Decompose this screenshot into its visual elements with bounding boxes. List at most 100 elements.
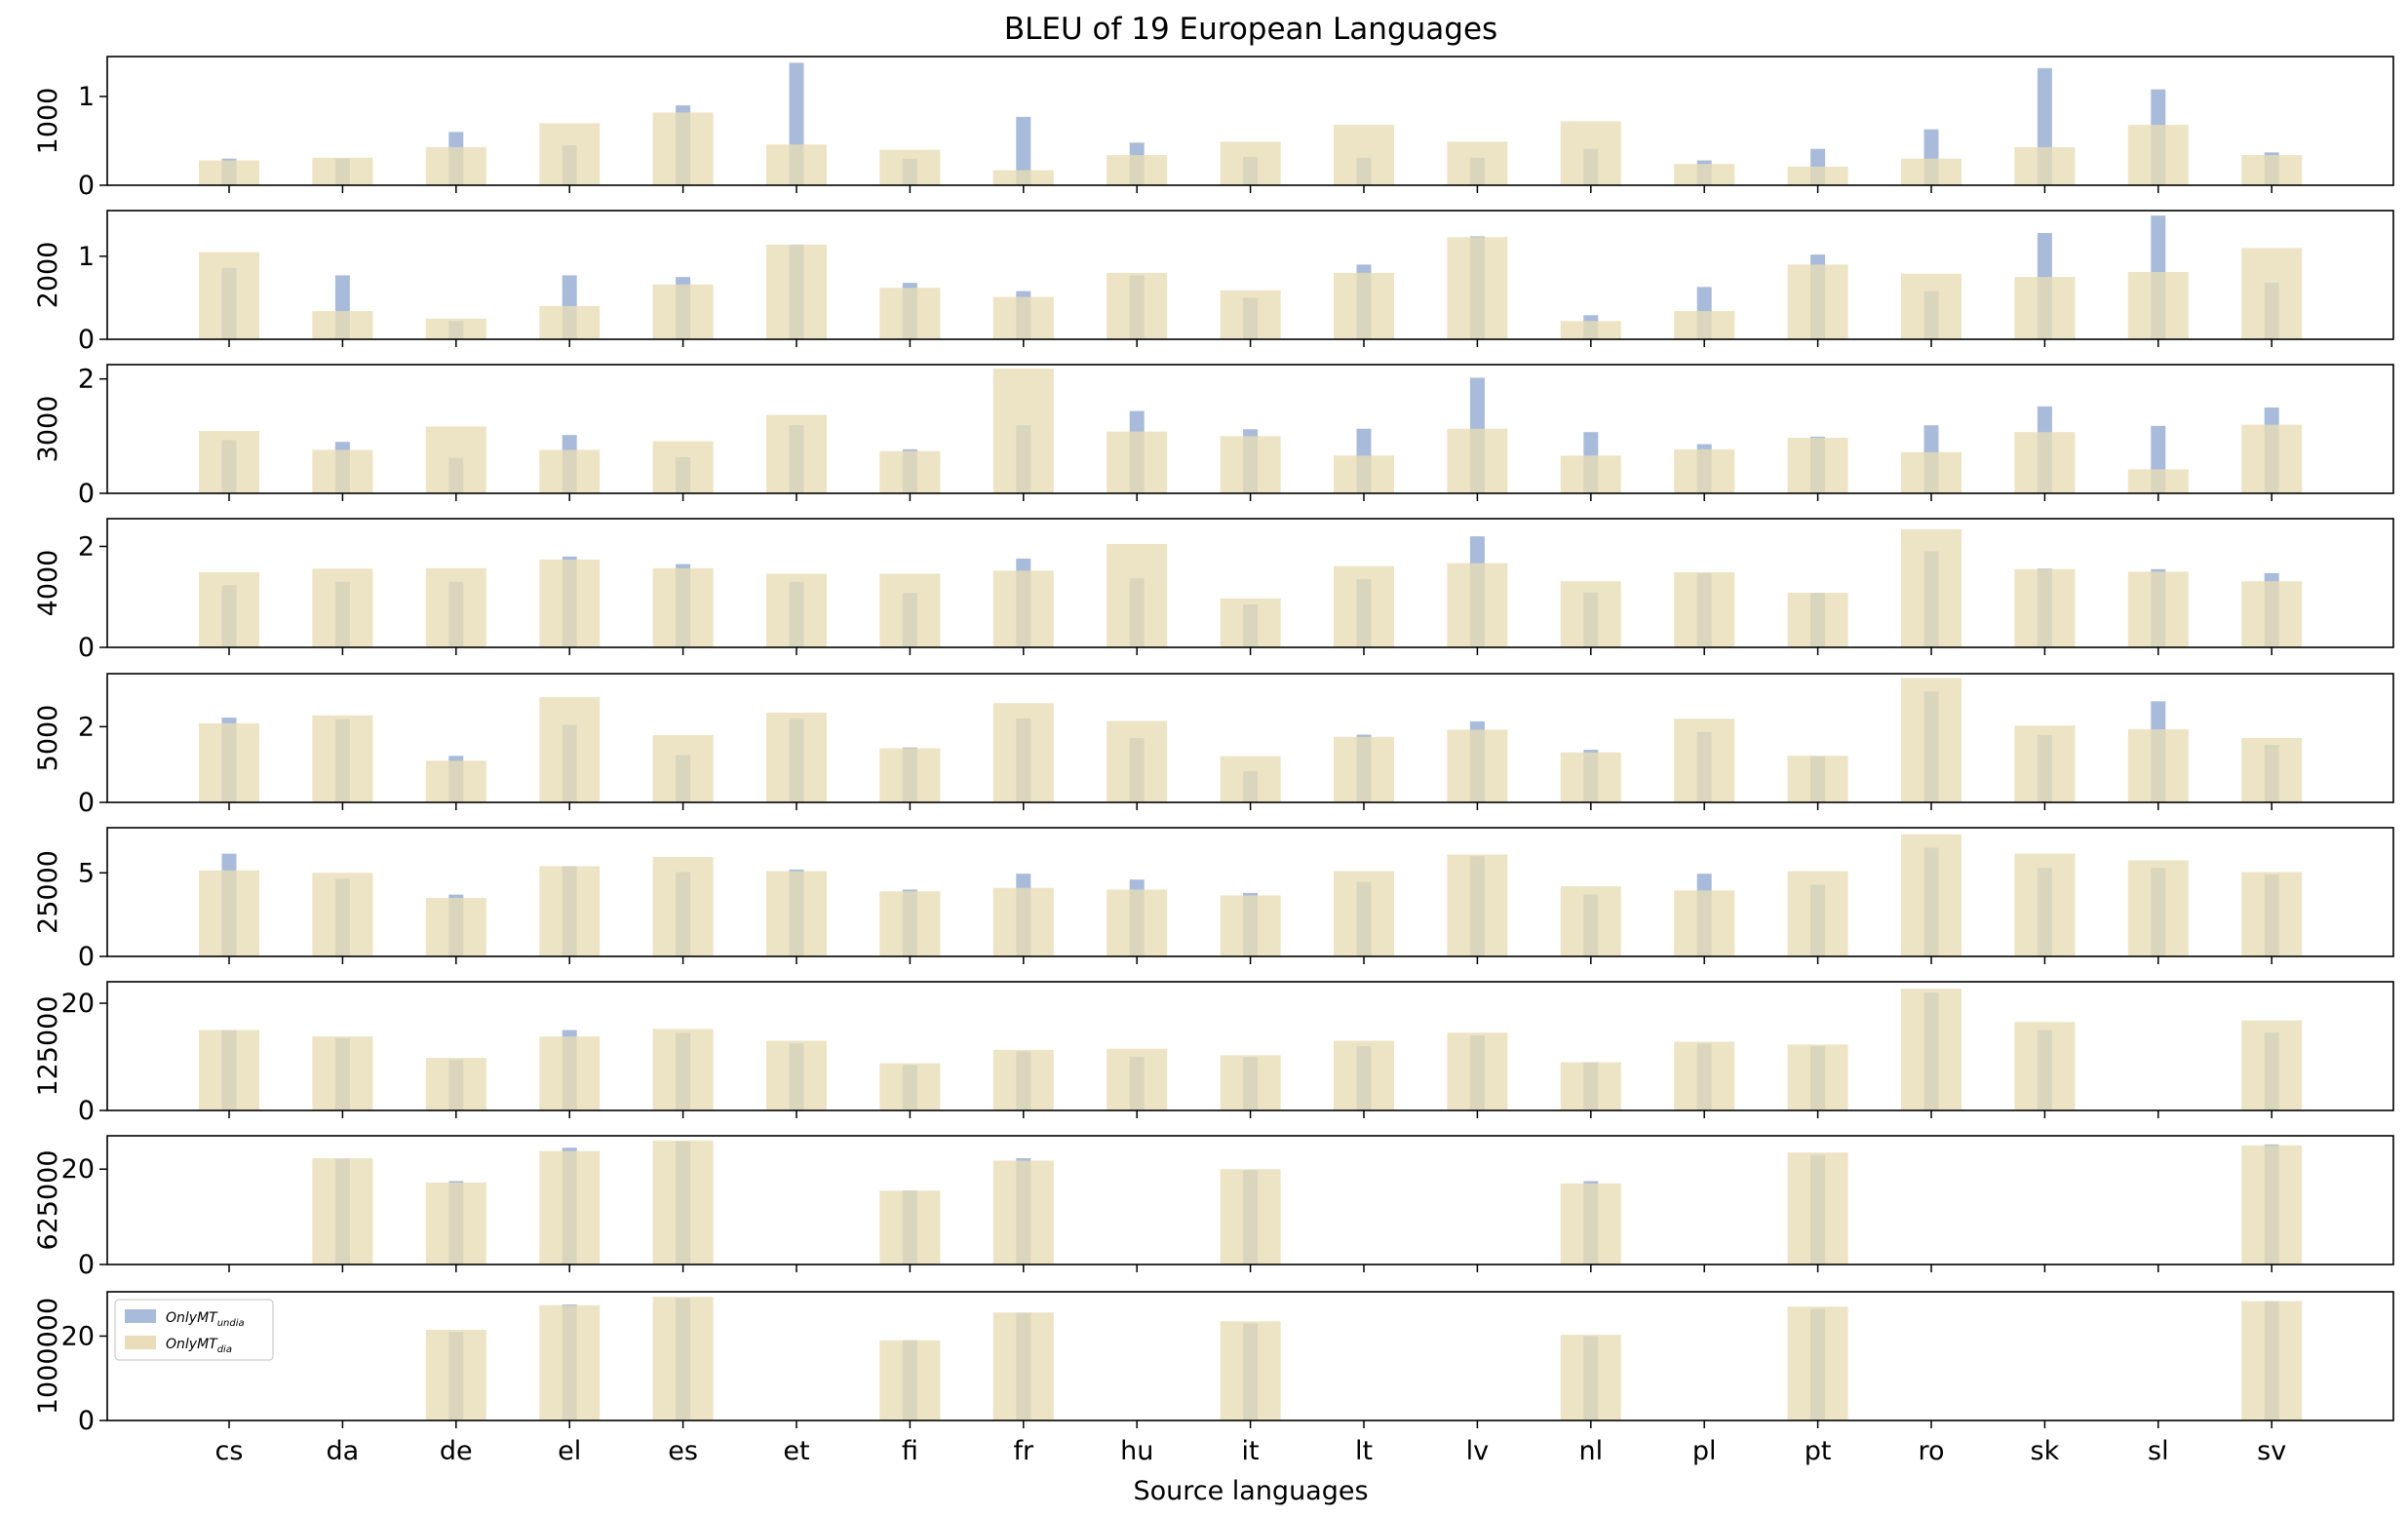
bar-dia-pt <box>1787 1044 1848 1110</box>
bar-dia-sv <box>2241 248 2303 339</box>
bar-dia-sl <box>2127 729 2189 802</box>
y-tick-label: 20 <box>61 1154 95 1185</box>
x-tick-label-lt: lt <box>1355 1436 1373 1466</box>
bar-dia-es <box>652 1029 714 1110</box>
bar-dia-pt <box>1787 1152 1848 1264</box>
bar-dia-ro <box>1901 528 1961 647</box>
bar-dia-sv <box>2241 872 2303 956</box>
bar-dia-pt <box>1787 756 1848 802</box>
bar-dia-nl <box>1560 886 1621 956</box>
bar-dia-de <box>425 1329 486 1420</box>
bar-dia-de <box>425 1058 486 1110</box>
bar-dia-es <box>652 112 714 185</box>
bar-dia-lv <box>1447 141 1508 185</box>
y-tick-label: 1 <box>78 242 95 272</box>
bar-dia-lt <box>1334 125 1394 185</box>
bar-dia-cs <box>199 571 259 647</box>
legend-label-base: OnlyMT <box>166 1310 218 1326</box>
bar-dia-sk <box>2014 853 2076 956</box>
x-tick-label-el: el <box>558 1436 581 1466</box>
bar-dia-sl <box>2127 860 2189 956</box>
y-tick-label: 0 <box>78 1250 95 1280</box>
bar-dia-fr <box>992 1312 1054 1420</box>
x-tick-label-nl: nl <box>1578 1436 1603 1466</box>
x-tick-label-it: it <box>1242 1436 1260 1466</box>
bar-dia-nl <box>1560 455 1621 493</box>
x-tick-label-sv: sv <box>2257 1436 2286 1466</box>
bar-dia-sv <box>2241 581 2303 647</box>
bar-dia-hu <box>1107 889 1168 956</box>
bar-dia-es <box>652 734 714 802</box>
bar-dia-pl <box>1674 164 1735 185</box>
bar-dia-el <box>539 449 601 493</box>
bar-dia-nl <box>1560 1335 1621 1420</box>
bar-dia-fr <box>992 570 1054 647</box>
bar-dia-it <box>1220 598 1281 647</box>
x-tick-label-cs: cs <box>215 1436 244 1466</box>
bar-dia-lv <box>1447 1032 1508 1110</box>
bar-dia-lv <box>1447 729 1508 802</box>
legend-label-subscript: undia <box>217 1318 245 1329</box>
bar-dia-nl <box>1560 121 1621 185</box>
bar-dia-pt <box>1787 1306 1848 1420</box>
bar-dia-lt <box>1334 1040 1394 1110</box>
bar-dia-et <box>766 1040 827 1110</box>
y-axis-label: 2000 <box>33 242 63 309</box>
bar-dia-lv <box>1447 237 1508 339</box>
bar-dia-de <box>425 1182 486 1264</box>
bar-dia-it <box>1220 756 1281 802</box>
bar-dia-lv <box>1447 563 1508 647</box>
bar-dia-el <box>539 1036 601 1110</box>
bar-dia-hu <box>1107 543 1168 647</box>
bar-dia-da <box>312 715 373 802</box>
bar-dia-et <box>766 414 827 493</box>
bar-dia-et <box>766 712 827 802</box>
bar-dia-nl <box>1560 321 1621 339</box>
bar-dia-es <box>652 857 714 956</box>
y-tick-label: 0 <box>78 1406 95 1436</box>
x-tick-label-et: et <box>783 1436 809 1466</box>
bar-dia-el <box>539 1304 601 1420</box>
bar-dia-hu <box>1107 272 1168 339</box>
bar-dia-lt <box>1334 455 1394 493</box>
chart-title: BLEU of 19 European Languages <box>1004 12 1497 47</box>
bar-dia-da <box>312 568 373 647</box>
bar-dia-lv <box>1447 854 1508 956</box>
y-tick-label: 20 <box>61 1321 95 1351</box>
y-tick-label: 2 <box>78 712 95 742</box>
bar-dia-pl <box>1674 1041 1735 1110</box>
bar-dia-es <box>652 284 714 339</box>
bar-dia-it <box>1220 895 1281 956</box>
legend-swatch <box>125 1336 156 1349</box>
bar-dia-pl <box>1674 890 1735 956</box>
bar-dia-de <box>425 426 486 493</box>
bar-dia-lt <box>1334 565 1394 647</box>
bar-dia-cs <box>199 1030 259 1110</box>
bar-dia-it <box>1220 1321 1281 1420</box>
bar-dia-fi <box>879 1190 941 1264</box>
bar-dia-fr <box>992 887 1054 956</box>
legend-label-base: OnlyMT <box>166 1337 218 1352</box>
bar-dia-da <box>312 1157 373 1264</box>
bar-dia-de <box>425 898 486 956</box>
y-axis-label: 625000 <box>33 1149 63 1250</box>
x-tick-label-pt: pt <box>1805 1436 1832 1466</box>
panel-5: 0 2 5000 <box>33 673 2394 818</box>
y-tick-label: 0 <box>78 788 95 818</box>
bar-dia-fi <box>879 1340 941 1420</box>
bar-dia-sk <box>2014 568 2076 647</box>
legend-label: OnlyMTundia <box>166 1310 245 1329</box>
bar-dia-da <box>312 311 373 339</box>
panel-4: 0 2 4000 <box>33 518 2394 663</box>
panels-group: 0110000120000230000240000250000525000020… <box>33 56 2394 1436</box>
bar-dia-da <box>312 1036 373 1110</box>
bar-dia-ro <box>1901 451 1961 493</box>
bar-dia-fr <box>992 1049 1054 1110</box>
bar-dia-de <box>425 567 486 647</box>
x-tick-label-lv: lv <box>1466 1436 1490 1466</box>
bar-dia-fi <box>879 748 941 802</box>
bar-dia-hu <box>1107 431 1168 493</box>
panel-3: 0 2 3000 <box>33 364 2394 509</box>
